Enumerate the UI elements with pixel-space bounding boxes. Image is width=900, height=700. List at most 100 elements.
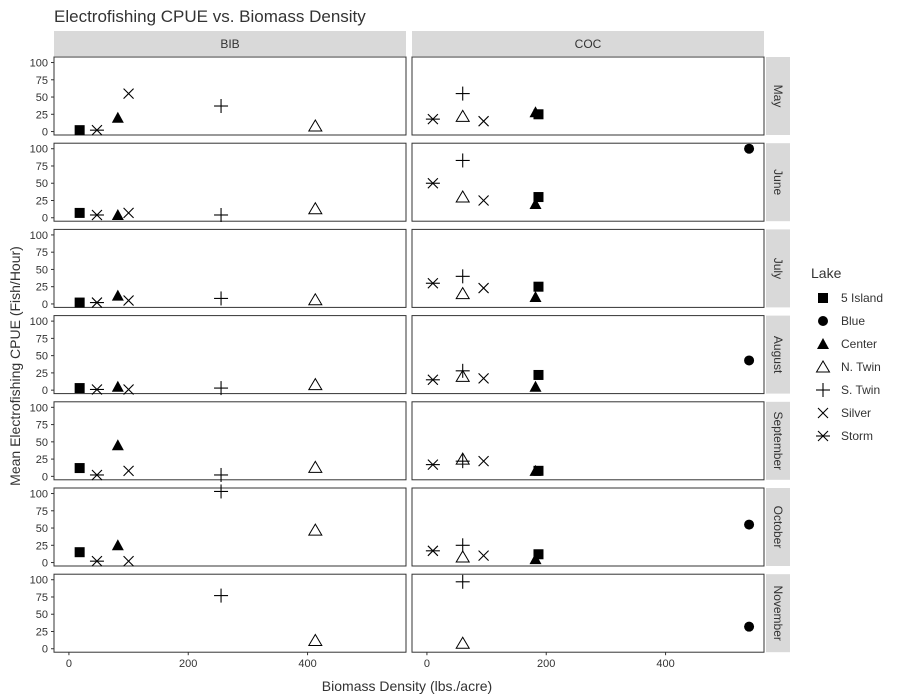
row-strip-june: June [766,143,790,222]
point-n-twin [455,636,471,649]
legend-label: N. Twin [841,360,881,374]
point-5-island [74,547,85,558]
point-s-twin [214,381,229,396]
point-blue [744,621,755,632]
row-strip-may: May [766,57,790,135]
column-strip-bib: BIB [54,31,406,56]
row-strip-november: November [766,574,790,653]
point-n-twin [455,286,471,300]
y-tick-label: 75 [36,420,48,432]
point-silver [478,373,489,384]
point-n-twin [455,109,471,122]
point-center [111,380,124,392]
point-storm [425,545,440,557]
point-s-twin [455,454,470,469]
legend-key-blue [818,316,828,326]
row-strip-label: June [771,169,785,195]
legend-label: Center [841,337,877,351]
point-n-twin [307,633,323,646]
y-tick-label: 100 [30,489,48,501]
y-tick-label: 0 [42,213,48,225]
x-tick-label: 0 [66,658,72,670]
row-strip-september: September [766,401,790,480]
x-tick-label: 200 [179,658,197,670]
y-tick-label: 50 [36,437,48,449]
facet-grid: BIB COC May June July August September October N… [53,31,790,653]
panel-coc-july [411,228,765,308]
row-strip-label: November [771,586,785,641]
point-storm [89,555,104,567]
row-strip-july: July [766,229,790,308]
row-strip-october: October [766,488,790,566]
legend-key-center [817,338,829,349]
y-tick-label: 0 [42,127,48,139]
point-silver [478,195,489,206]
point-5-island [74,463,85,474]
panel-coc-august [411,315,765,395]
y-tick-label: 50 [36,92,48,104]
legend-key-s-twin [816,383,830,397]
y-tick-label: 25 [36,282,48,294]
y-tick-label: 75 [36,247,48,259]
y-tick-label: 25 [36,626,48,638]
point-n-twin [307,201,323,215]
point-s-twin [455,269,470,284]
legend-item-silver: Silver [817,406,871,420]
point-n-twin [307,119,323,132]
legend-item-5-island: 5 Island [818,291,883,305]
point-n-twin [455,369,471,382]
legend-item-s-twin: S. Twin [816,383,880,397]
panel-bib-november [53,573,407,653]
point-silver [123,465,134,477]
point-5-island [74,383,85,394]
point-5-island [74,125,85,136]
y-axes: 0 25 50 75 100 0 25 50 75 100 0 25 50 75 100 0 25 50 75 100… [30,58,54,656]
point-s-twin [214,588,229,603]
point-5-island [533,109,544,120]
column-strip-label: BIB [220,37,239,51]
y-tick-label: 0 [42,299,48,311]
row-strip-label: July [771,258,785,279]
panel-bib-june [53,142,407,222]
point-silver [478,115,489,127]
panel-bib-october [53,487,407,567]
legend-label: Blue [841,314,865,328]
panel-bib-september [53,401,407,481]
point-blue [744,143,755,154]
point-5-island [533,465,544,476]
point-5-island [533,281,544,292]
y-tick-label: 100 [30,58,48,70]
y-tick-label: 100 [30,402,48,414]
point-s-twin [455,86,470,101]
panel-coc-may [411,56,765,136]
point-silver [123,384,134,395]
panel-bib-may [53,56,407,136]
point-silver [478,550,489,562]
point-silver [123,295,134,306]
point-s-twin [455,363,470,378]
y-tick-label: 50 [36,609,48,621]
y-tick-label: 25 [36,195,48,207]
row-strip-label: May [771,85,785,108]
row-strip-label: September [771,411,785,470]
point-storm [89,124,104,136]
legend-label: 5 Island [841,291,883,305]
point-center [111,439,124,451]
point-storm [89,297,104,308]
chart-title: Electrofishing CPUE vs. Biomass Density [54,7,366,26]
point-center [529,197,542,209]
point-s-twin [214,484,229,499]
point-n-twin [455,550,471,563]
y-tick-label: 50 [36,523,48,535]
x-tick-label: 400 [298,658,316,670]
point-blue [744,355,755,366]
legend-key-storm [816,430,830,442]
y-tick-label: 25 [36,540,48,552]
y-tick-label: 100 [30,230,48,242]
y-tick-label: 25 [36,368,48,380]
x-tick-label: 400 [656,658,674,670]
panel-coc-june [411,142,765,222]
point-n-twin [455,190,471,203]
x-tick-label: 0 [424,658,430,670]
